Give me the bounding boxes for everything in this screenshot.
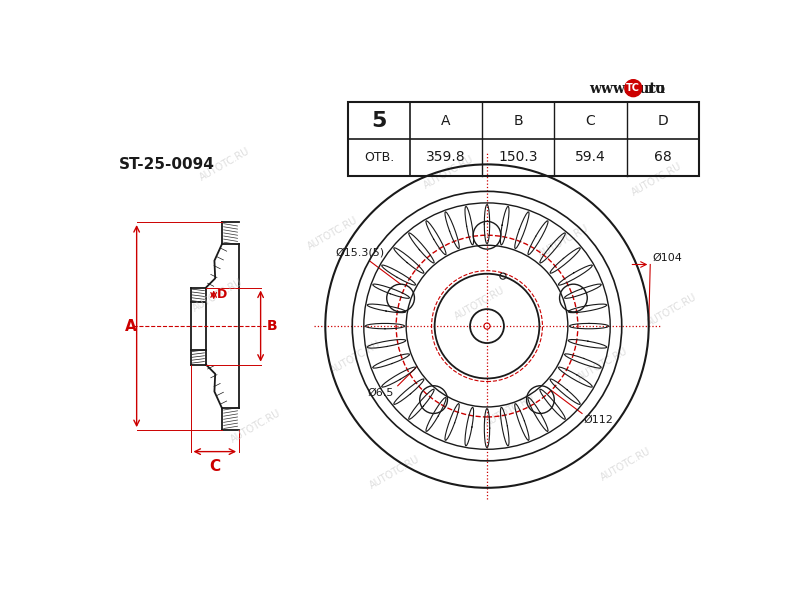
Text: D: D bbox=[217, 288, 227, 301]
Text: ОТВ.: ОТВ. bbox=[364, 151, 394, 164]
Text: ST-25-0094: ST-25-0094 bbox=[119, 157, 215, 172]
Text: C: C bbox=[586, 113, 595, 128]
Text: A: A bbox=[125, 319, 136, 334]
Text: B: B bbox=[514, 113, 523, 128]
Text: www.Auto: www.Auto bbox=[590, 82, 666, 96]
Bar bbox=[349, 102, 698, 176]
Text: 5: 5 bbox=[371, 110, 387, 131]
Text: 59.4: 59.4 bbox=[575, 151, 606, 164]
Text: AUTOTC.RU: AUTOTC.RU bbox=[306, 215, 360, 252]
Text: AUTOTC.RU: AUTOTC.RU bbox=[453, 284, 506, 322]
Text: AUTOTC.RU: AUTOTC.RU bbox=[598, 446, 653, 483]
Text: AUTOTC.RU: AUTOTC.RU bbox=[229, 408, 283, 445]
Text: Ø15.3(5): Ø15.3(5) bbox=[335, 247, 384, 257]
Text: AUTOTC.RU: AUTOTC.RU bbox=[368, 454, 422, 491]
Text: AUTOTC.RU: AUTOTC.RU bbox=[630, 161, 683, 198]
Text: AUTOTC.RU: AUTOTC.RU bbox=[645, 292, 698, 329]
Text: 359.8: 359.8 bbox=[426, 151, 466, 164]
Text: AUTOTC.RU: AUTOTC.RU bbox=[483, 392, 537, 429]
Text: AUTOTC.RU: AUTOTC.RU bbox=[537, 223, 591, 260]
Text: AUTOTC.RU: AUTOTC.RU bbox=[422, 154, 475, 190]
Text: .ru: .ru bbox=[644, 82, 666, 96]
Text: AUTOTC.RU: AUTOTC.RU bbox=[190, 277, 244, 314]
Text: Ø6.5: Ø6.5 bbox=[367, 388, 394, 398]
Circle shape bbox=[625, 80, 642, 97]
Text: TC: TC bbox=[626, 83, 640, 93]
Text: 68: 68 bbox=[654, 151, 671, 164]
Text: B: B bbox=[266, 319, 278, 333]
Text: A: A bbox=[442, 113, 451, 128]
Text: C: C bbox=[210, 460, 220, 475]
Text: 150.3: 150.3 bbox=[498, 151, 538, 164]
Text: AUTOTC.RU: AUTOTC.RU bbox=[198, 146, 252, 183]
Text: Ø104: Ø104 bbox=[653, 253, 682, 263]
Text: AUTOTC.RU: AUTOTC.RU bbox=[576, 346, 630, 383]
Text: Ø112: Ø112 bbox=[583, 415, 614, 425]
Text: AUTOTC.RU: AUTOTC.RU bbox=[330, 338, 383, 375]
Text: D: D bbox=[658, 113, 668, 128]
